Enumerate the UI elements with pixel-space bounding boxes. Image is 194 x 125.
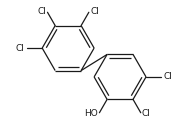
Text: Cl: Cl	[164, 72, 173, 81]
Text: Cl: Cl	[90, 7, 99, 16]
Text: HO: HO	[84, 109, 98, 118]
Text: Cl: Cl	[37, 7, 46, 16]
Text: Cl: Cl	[16, 44, 24, 53]
Text: Cl: Cl	[142, 109, 151, 118]
